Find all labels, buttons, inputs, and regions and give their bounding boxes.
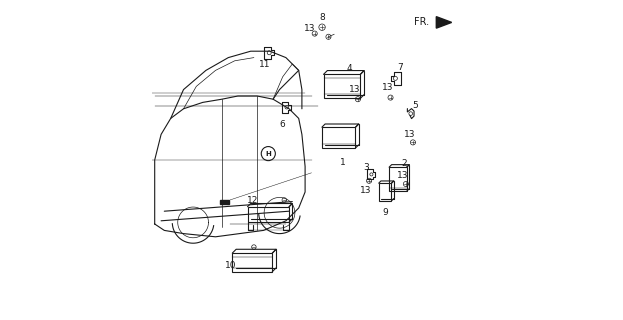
Text: 9: 9 [383, 208, 388, 217]
Text: 13: 13 [382, 83, 393, 92]
Text: 6: 6 [279, 120, 285, 129]
Polygon shape [436, 17, 452, 28]
Text: 10: 10 [225, 261, 236, 270]
Text: H: H [265, 151, 271, 156]
Text: 2: 2 [401, 159, 407, 168]
Bar [389, 167, 407, 191]
Text: 13: 13 [404, 130, 416, 139]
Bar [323, 75, 360, 99]
Text: 4: 4 [346, 64, 352, 73]
Bar [232, 253, 272, 272]
Text: 8: 8 [319, 13, 325, 22]
Text: 1: 1 [340, 158, 345, 167]
Bar [221, 200, 229, 204]
Bar [247, 207, 289, 222]
Text: 13: 13 [304, 24, 316, 33]
Text: 13: 13 [349, 85, 360, 94]
Text: 5: 5 [412, 101, 418, 110]
Text: 3: 3 [364, 163, 369, 172]
Bar [322, 127, 356, 148]
Text: 7: 7 [397, 63, 402, 72]
Bar [379, 183, 391, 201]
Text: 12: 12 [247, 196, 258, 205]
Text: 11: 11 [259, 60, 270, 68]
Text: FR.: FR. [414, 17, 429, 28]
Text: 13: 13 [359, 186, 371, 195]
Text: 13: 13 [397, 171, 408, 180]
